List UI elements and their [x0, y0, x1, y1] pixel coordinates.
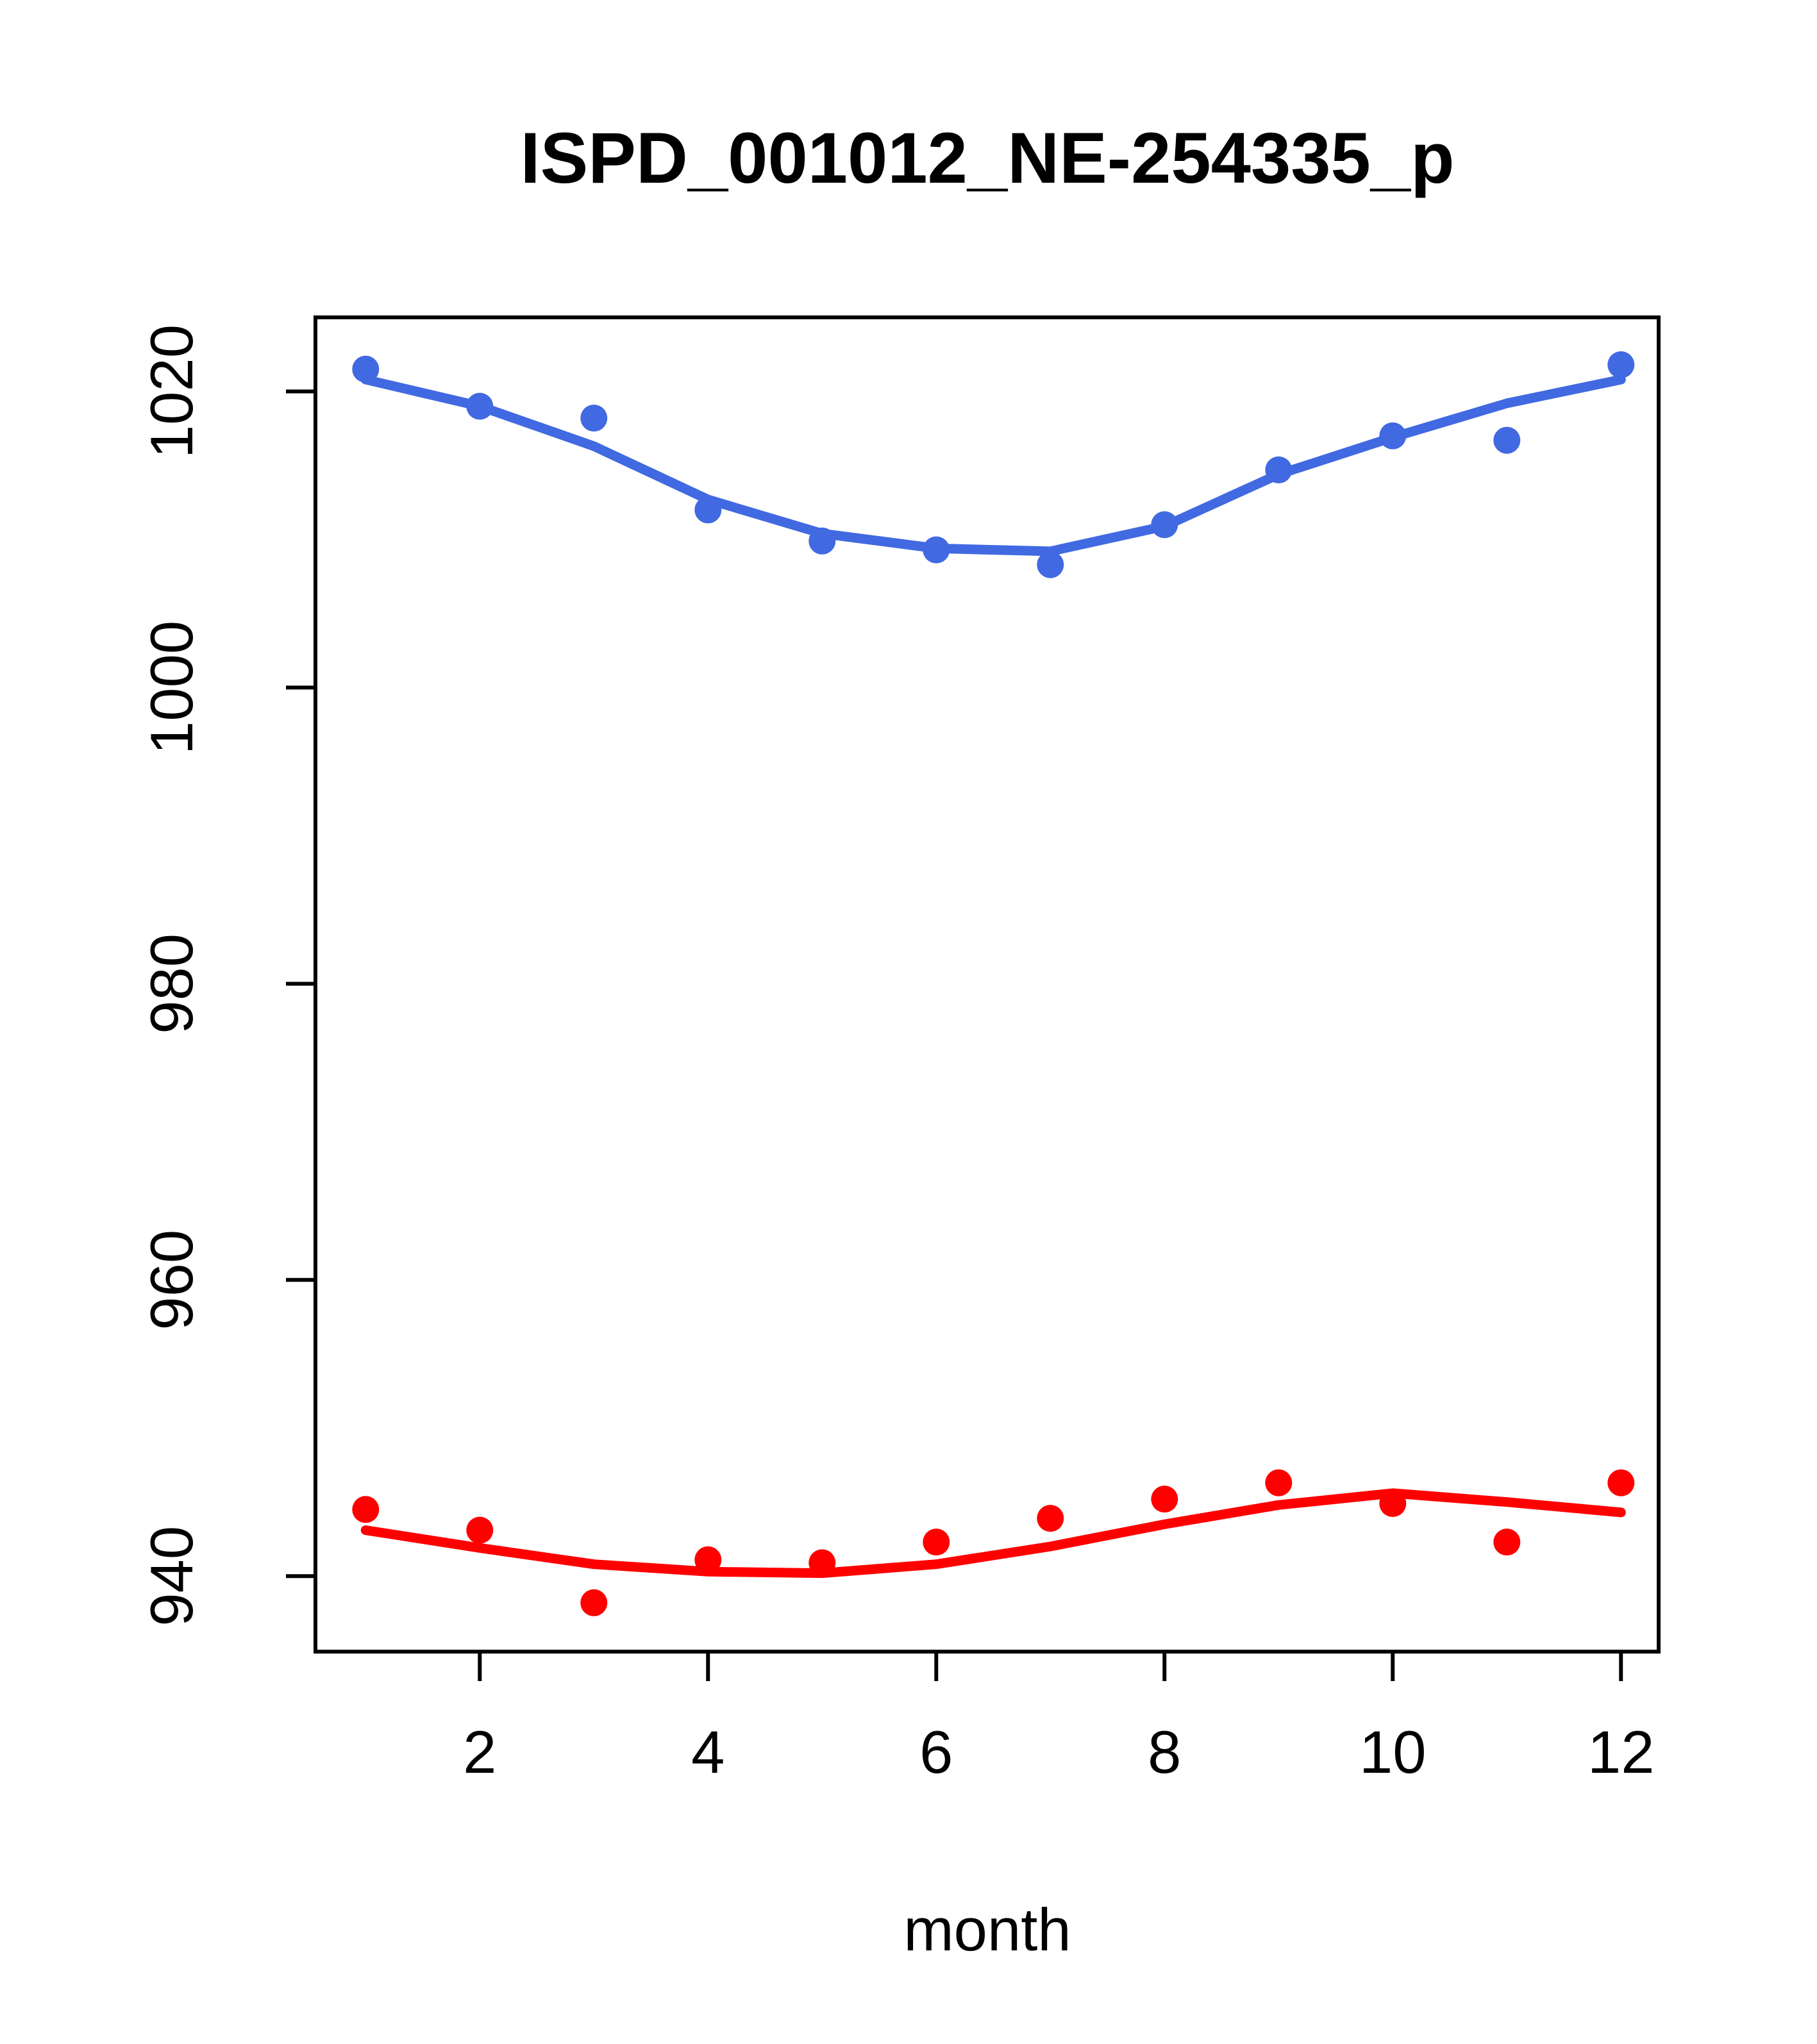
y-tick-label: 940: [138, 1526, 205, 1627]
series-lower-data-point: [1493, 1529, 1521, 1556]
series-upper-data-point: [1151, 511, 1178, 539]
series-layer: [352, 351, 1635, 1616]
series-upper-data-point: [1037, 551, 1064, 578]
series-lower-data-point: [1037, 1505, 1064, 1532]
series-upper-data-point: [466, 392, 494, 420]
x-tick-label: 8: [1148, 1718, 1181, 1786]
series-upper-data-point: [923, 536, 950, 564]
y-tick-label: 1000: [138, 621, 205, 755]
chart-title: ISPD_001012_NE-254335_p: [520, 118, 1454, 198]
series-upper-data-point: [694, 496, 722, 524]
series-upper-data-point: [352, 355, 380, 383]
series-lower-smooth-line: [360, 1488, 1626, 1579]
x-axis-ticks: 2 4 6 8 10 12: [463, 1652, 1655, 1786]
series-upper-data-point: [1265, 456, 1293, 483]
series-lower-data-point: [1265, 1469, 1293, 1496]
series-lower-data-point: [808, 1549, 836, 1577]
x-tick-label: 4: [691, 1718, 724, 1786]
series-lower-data-point: [694, 1546, 722, 1573]
series-lower-data-point: [1379, 1490, 1407, 1517]
y-tick-label: 960: [138, 1230, 205, 1330]
series-lower-data-point: [580, 1589, 608, 1616]
x-tick-label: 2: [463, 1718, 496, 1786]
series-lower-data-point: [1607, 1469, 1635, 1496]
x-tick-label: 6: [919, 1718, 953, 1786]
x-axis-label: month: [903, 1896, 1071, 1963]
series-upper-data-point: [1607, 351, 1635, 378]
plot-border: [314, 315, 1661, 1654]
series-upper-data-point: [1379, 422, 1407, 449]
x-tick-label: 10: [1359, 1718, 1427, 1786]
x-tick-label: 12: [1587, 1718, 1655, 1786]
y-tick-label: 1020: [138, 324, 205, 458]
y-tick-label: 980: [138, 934, 205, 1034]
series-upper-smooth-line: [360, 374, 1626, 557]
series-upper-data-point: [808, 527, 836, 555]
series-lower-data-point: [1151, 1486, 1178, 1513]
series-lower-data-point: [466, 1516, 494, 1544]
series-upper-data-point: [580, 405, 608, 432]
y-axis-ticks: 940 960 980 1000 1020: [138, 324, 315, 1627]
series-lower-data-point: [352, 1496, 380, 1523]
series-upper-data-point: [1493, 426, 1521, 454]
series-lower-data-point: [923, 1529, 950, 1556]
